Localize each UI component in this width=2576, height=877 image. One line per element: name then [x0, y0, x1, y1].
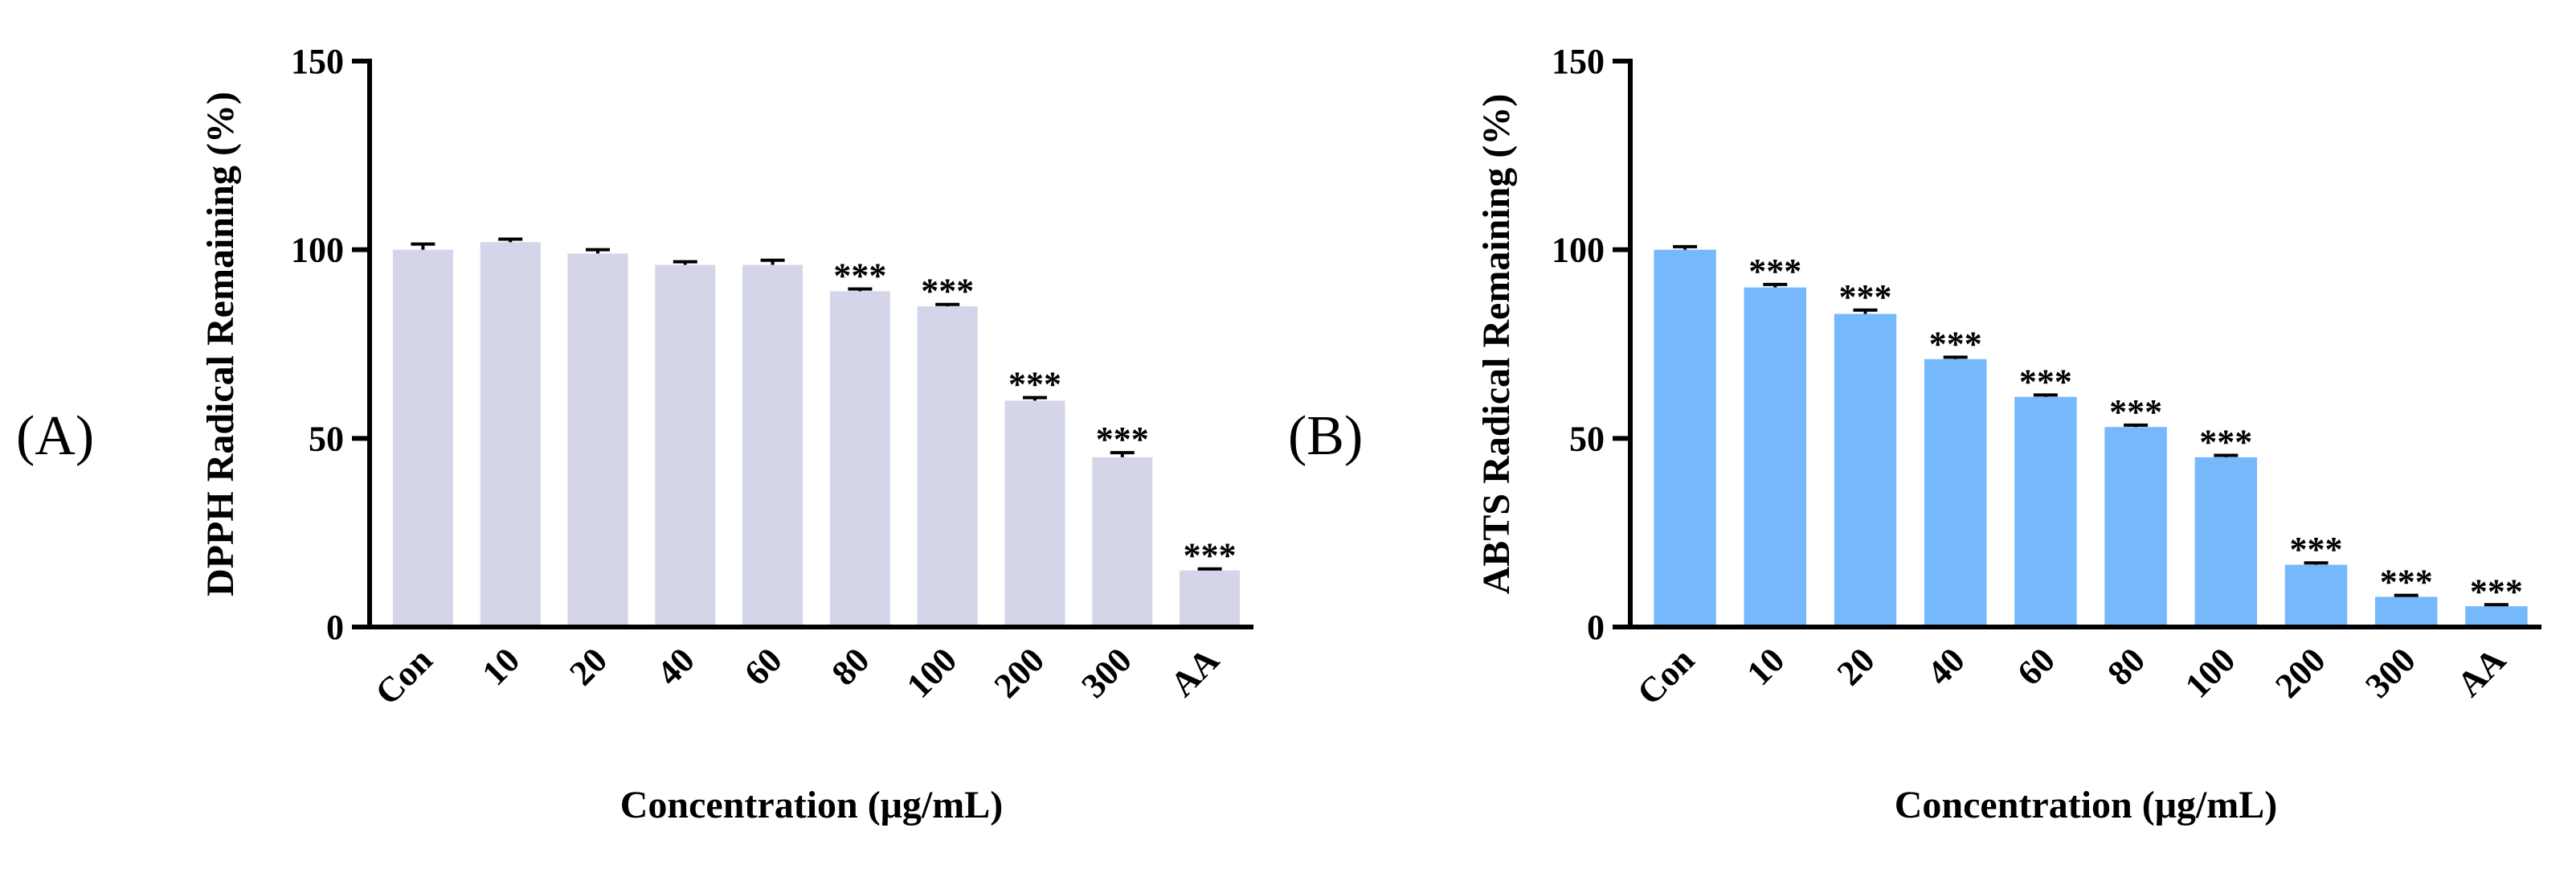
bar	[2284, 564, 2348, 627]
x-tick-label: 20	[1830, 640, 1883, 693]
y-tick-label: 0	[1587, 608, 1605, 647]
x-tick-label: AA	[1163, 640, 1227, 704]
y-tick-label: 100	[291, 231, 344, 270]
bar	[1924, 359, 1987, 627]
x-tick-label: Con	[367, 640, 440, 712]
significance-label: ***	[833, 256, 886, 295]
bar	[917, 306, 978, 627]
chart-b-svg: (B) ABTS Radical Remaining (%) Concentrati…	[1288, 42, 2541, 826]
x-tick-label: AA	[2449, 640, 2513, 704]
y-tick-label: 150	[291, 42, 344, 81]
bar	[1654, 249, 1716, 627]
bar	[655, 264, 716, 627]
chart-a-svg: (A) DPPH Radical Remaining (%) Concentrati…	[16, 42, 1253, 826]
chart-panel-b: (B) ABTS Radical Remaining (%) Concentrati…	[1288, 0, 2576, 877]
bar	[567, 253, 628, 627]
significance-label: ***	[1096, 420, 1149, 459]
significance-label: ***	[1839, 277, 1892, 317]
bar	[2194, 457, 2258, 627]
x-tick-label: 200	[987, 640, 1052, 705]
y-tick-label: 100	[1552, 231, 1605, 270]
significance-label: ***	[2380, 563, 2433, 602]
x-axis-title: Concentration (μg/mL)	[1895, 784, 2277, 826]
x-tick-label: 10	[475, 640, 528, 693]
x-tick-label: 80	[824, 640, 877, 693]
y-tick-label: 0	[326, 608, 344, 647]
significance-label: ***	[1929, 324, 1982, 363]
x-tick-label: 300	[1074, 640, 1139, 705]
x-axis-title: Concentration (μg/mL)	[620, 784, 1003, 826]
x-tick-label: 60	[2010, 640, 2063, 693]
x-tick-label: 60	[737, 640, 790, 693]
significance-label: ***	[2290, 530, 2343, 569]
x-tick-label: 40	[649, 640, 702, 693]
bar	[2374, 596, 2438, 627]
bar	[2465, 606, 2528, 627]
x-tick-label: 100	[899, 640, 964, 705]
y-tick-label: 50	[1569, 419, 1605, 458]
bar	[1092, 457, 1153, 627]
significance-label: ***	[2470, 572, 2523, 611]
panel-label: (B)	[1288, 405, 1363, 467]
bar	[2014, 396, 2077, 627]
significance-label: ***	[2019, 362, 2072, 401]
bar	[1834, 314, 1897, 627]
bar	[1180, 570, 1241, 627]
x-tick-label: 80	[2100, 640, 2153, 693]
x-tick-label: 10	[1740, 640, 1793, 693]
significance-label: ***	[2109, 392, 2162, 432]
y-tick-label: 150	[1552, 42, 1605, 81]
x-tick-label: 20	[562, 640, 615, 693]
x-tick-label: 200	[2267, 640, 2333, 705]
bar	[1744, 287, 1807, 627]
significance-label: ***	[2199, 422, 2252, 461]
bar	[2104, 427, 2167, 627]
significance-label: ***	[921, 272, 974, 311]
chart-panel-a: (A) DPPH Radical Remaining (%) Concentrati…	[16, 42, 1253, 826]
significance-label: ***	[1748, 252, 1801, 291]
x-tick-label: 40	[1920, 640, 1973, 693]
x-tick-label: 100	[2177, 640, 2243, 705]
y-axis-title: ABTS Radical Remaining (%)	[1475, 94, 1518, 595]
panel-label: (A)	[16, 405, 94, 467]
significance-label: ***	[1008, 365, 1061, 404]
bar	[480, 242, 541, 627]
x-tick-label: 300	[2357, 640, 2423, 705]
x-tick-label: Con	[1629, 640, 1702, 712]
bar	[742, 264, 803, 627]
y-axis-title: DPPH Radical Remaining (%)	[199, 92, 242, 596]
bar	[1004, 400, 1065, 627]
bar	[829, 291, 890, 627]
y-tick-label: 50	[309, 419, 344, 458]
bar	[392, 249, 453, 627]
significance-label: ***	[1184, 536, 1237, 576]
